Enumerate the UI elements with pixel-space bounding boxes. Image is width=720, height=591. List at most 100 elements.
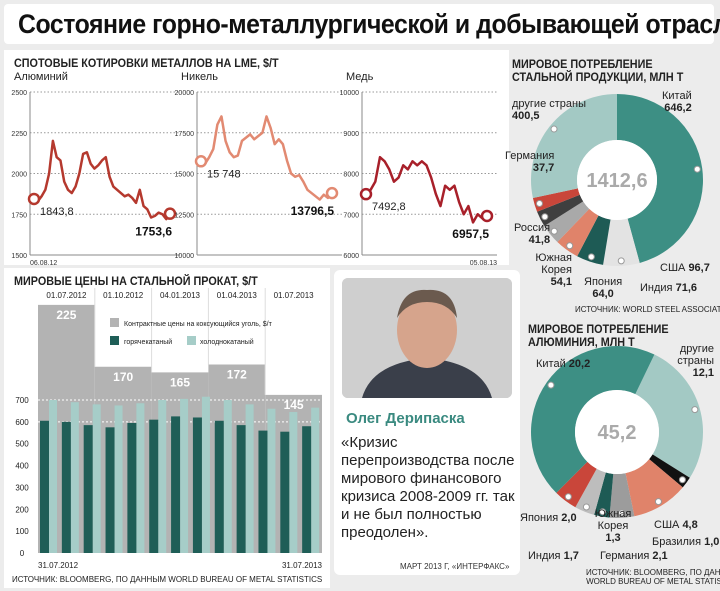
series-label: Алюминий bbox=[14, 71, 68, 83]
coal-value-label: 172 bbox=[227, 368, 247, 382]
y-tick-label: 100 bbox=[15, 527, 29, 536]
hot-rolled-bar bbox=[171, 416, 181, 553]
cold-rolled-bar bbox=[267, 408, 276, 553]
y-tick-label: 300 bbox=[15, 483, 29, 492]
slice-marker bbox=[547, 381, 555, 389]
label-china: Китай 646,2 bbox=[662, 90, 692, 114]
al-pie-title: МИРОВОЕ ПОТРЕБЛЕНИЕ АЛЮМИНИЯ, МЛН Т bbox=[528, 322, 669, 349]
cold-rolled-bar bbox=[180, 398, 189, 553]
slice-marker bbox=[617, 257, 625, 265]
slice-marker bbox=[564, 493, 572, 501]
start-value-label: 15 748 bbox=[207, 168, 241, 180]
pie-total: 1412,6 bbox=[586, 170, 647, 192]
hot-rolled-bar bbox=[214, 420, 224, 553]
label-japan: Япония 64,0 bbox=[584, 276, 623, 300]
cold-rolled-bar bbox=[136, 403, 145, 553]
x-end-label: 05.08.13 bbox=[470, 260, 497, 267]
slice-marker bbox=[550, 125, 558, 133]
coal-date-label: 01.07.2013 bbox=[274, 291, 315, 300]
coal-date-label: 01.07.2012 bbox=[46, 291, 87, 300]
hot-rolled-bar bbox=[236, 425, 246, 553]
quote-text: «Кризис перепроизводства после мирового … bbox=[341, 434, 515, 541]
cold-rolled-bar bbox=[70, 402, 79, 553]
slice-marker bbox=[599, 508, 607, 516]
al-label-germany: Германия 2,1 bbox=[600, 550, 668, 562]
cold-rolled-bar bbox=[311, 407, 320, 553]
pie-slice bbox=[603, 218, 640, 266]
pie-slice bbox=[625, 459, 683, 517]
al-label-india: Индия 1,7 bbox=[528, 550, 579, 562]
y-tick-label: 10000 bbox=[175, 253, 195, 260]
cold-rolled-bar bbox=[114, 405, 123, 553]
hot-rolled-bar bbox=[149, 419, 159, 553]
al-label-usa: США 4,8 bbox=[654, 519, 698, 531]
slice-marker bbox=[693, 165, 701, 173]
hot-rolled-bar bbox=[302, 426, 312, 553]
steel-chart: 225 01.07.2012 170 01.10.2012 165 04.01.2013 1… bbox=[15, 288, 323, 570]
hot-rolled-bar bbox=[40, 420, 49, 553]
legend-cold-swatch bbox=[187, 336, 196, 345]
y-tick-label: 2250 bbox=[11, 131, 27, 138]
end-value-label: 1753,6 bbox=[135, 225, 172, 239]
y-tick-label: 15000 bbox=[175, 172, 195, 179]
hot-rolled-bar bbox=[127, 422, 137, 553]
start-value-label: 1843,8 bbox=[40, 206, 74, 218]
legend-hot-label: горячекатаный bbox=[124, 338, 172, 346]
y-tick-label: 8000 bbox=[343, 172, 359, 179]
end-value-label: 13796,5 bbox=[291, 204, 335, 218]
cold-rolled-bar bbox=[158, 400, 167, 553]
y-tick-label: 200 bbox=[15, 505, 29, 514]
slice-marker bbox=[678, 476, 686, 484]
coal-value-label: 170 bbox=[113, 370, 133, 384]
title-bar: Состояние горно-металлургической и добыв… bbox=[4, 4, 720, 44]
lme-title: СПОТОВЫЕ КОТИРОВКИ МЕТАЛЛОВ НА LME, $/Т bbox=[14, 56, 279, 70]
slice-marker bbox=[550, 227, 558, 235]
y-tick-label: 600 bbox=[15, 418, 29, 427]
x-start-label: 31.07.2012 bbox=[38, 561, 79, 570]
y-tick-label: 1500 bbox=[11, 253, 27, 260]
quote-source: МАРТ 2013 Г, «ИНТЕРФАКС» bbox=[400, 562, 510, 571]
coal-value-label: 165 bbox=[170, 375, 190, 389]
legend-coal-swatch bbox=[110, 318, 119, 327]
y-tick-label: 20000 bbox=[175, 90, 195, 97]
cold-rolled-bar bbox=[201, 396, 210, 553]
y-tick-label: 500 bbox=[15, 440, 29, 449]
hot-rolled-bar bbox=[61, 421, 71, 553]
coal-value-label: 145 bbox=[284, 398, 304, 412]
y-tick-label: 17500 bbox=[175, 131, 195, 138]
donut-hole bbox=[577, 140, 657, 220]
cold-rolled-bar bbox=[92, 404, 101, 553]
label-usa: США 96,7 bbox=[660, 262, 710, 274]
y-tick-label: 12500 bbox=[175, 212, 195, 219]
end-point-marker bbox=[480, 209, 494, 223]
portrait-icon bbox=[342, 278, 512, 398]
al-label-japan: Япония 2,0 bbox=[520, 512, 577, 524]
pie-slice bbox=[577, 215, 611, 265]
donut-hole bbox=[575, 390, 659, 474]
al-label-china: Китай 20,2 bbox=[536, 358, 591, 370]
legend-cold-label: холоднокатаный bbox=[200, 338, 254, 346]
series-label: Медь bbox=[346, 71, 374, 83]
steel-title: МИРОВЫЕ ЦЕНЫ НА СТАЛЬНОЙ ПРОКАТ, $/Т bbox=[14, 274, 258, 288]
y-tick-label: 9000 bbox=[343, 131, 359, 138]
pie-slice bbox=[617, 94, 704, 263]
slice-marker bbox=[654, 498, 662, 506]
start-point-marker bbox=[359, 187, 373, 201]
cold-rolled-bar bbox=[245, 404, 254, 553]
pie-slice bbox=[635, 354, 703, 478]
legend-coal-label: Контрактные цены на коксующийся уголь, $… bbox=[124, 320, 273, 328]
y-tick-label: 10000 bbox=[340, 90, 360, 97]
page-title: Состояние горно-металлургической и добыв… bbox=[18, 9, 720, 39]
label-russia: Россия 41,8 bbox=[514, 222, 551, 246]
start-point-marker bbox=[27, 192, 41, 206]
pie-slice bbox=[531, 94, 617, 198]
label-germany: Германия 37,7 bbox=[505, 150, 555, 174]
hot-rolled-bar bbox=[105, 427, 115, 553]
hot-rolled-bar bbox=[192, 417, 202, 553]
pie-slice bbox=[531, 346, 655, 493]
x-end-label: 31.07.2013 bbox=[282, 561, 323, 570]
pie-slice bbox=[532, 188, 580, 212]
slice-marker bbox=[582, 503, 590, 511]
end-value-label: 6957,5 bbox=[452, 227, 489, 241]
